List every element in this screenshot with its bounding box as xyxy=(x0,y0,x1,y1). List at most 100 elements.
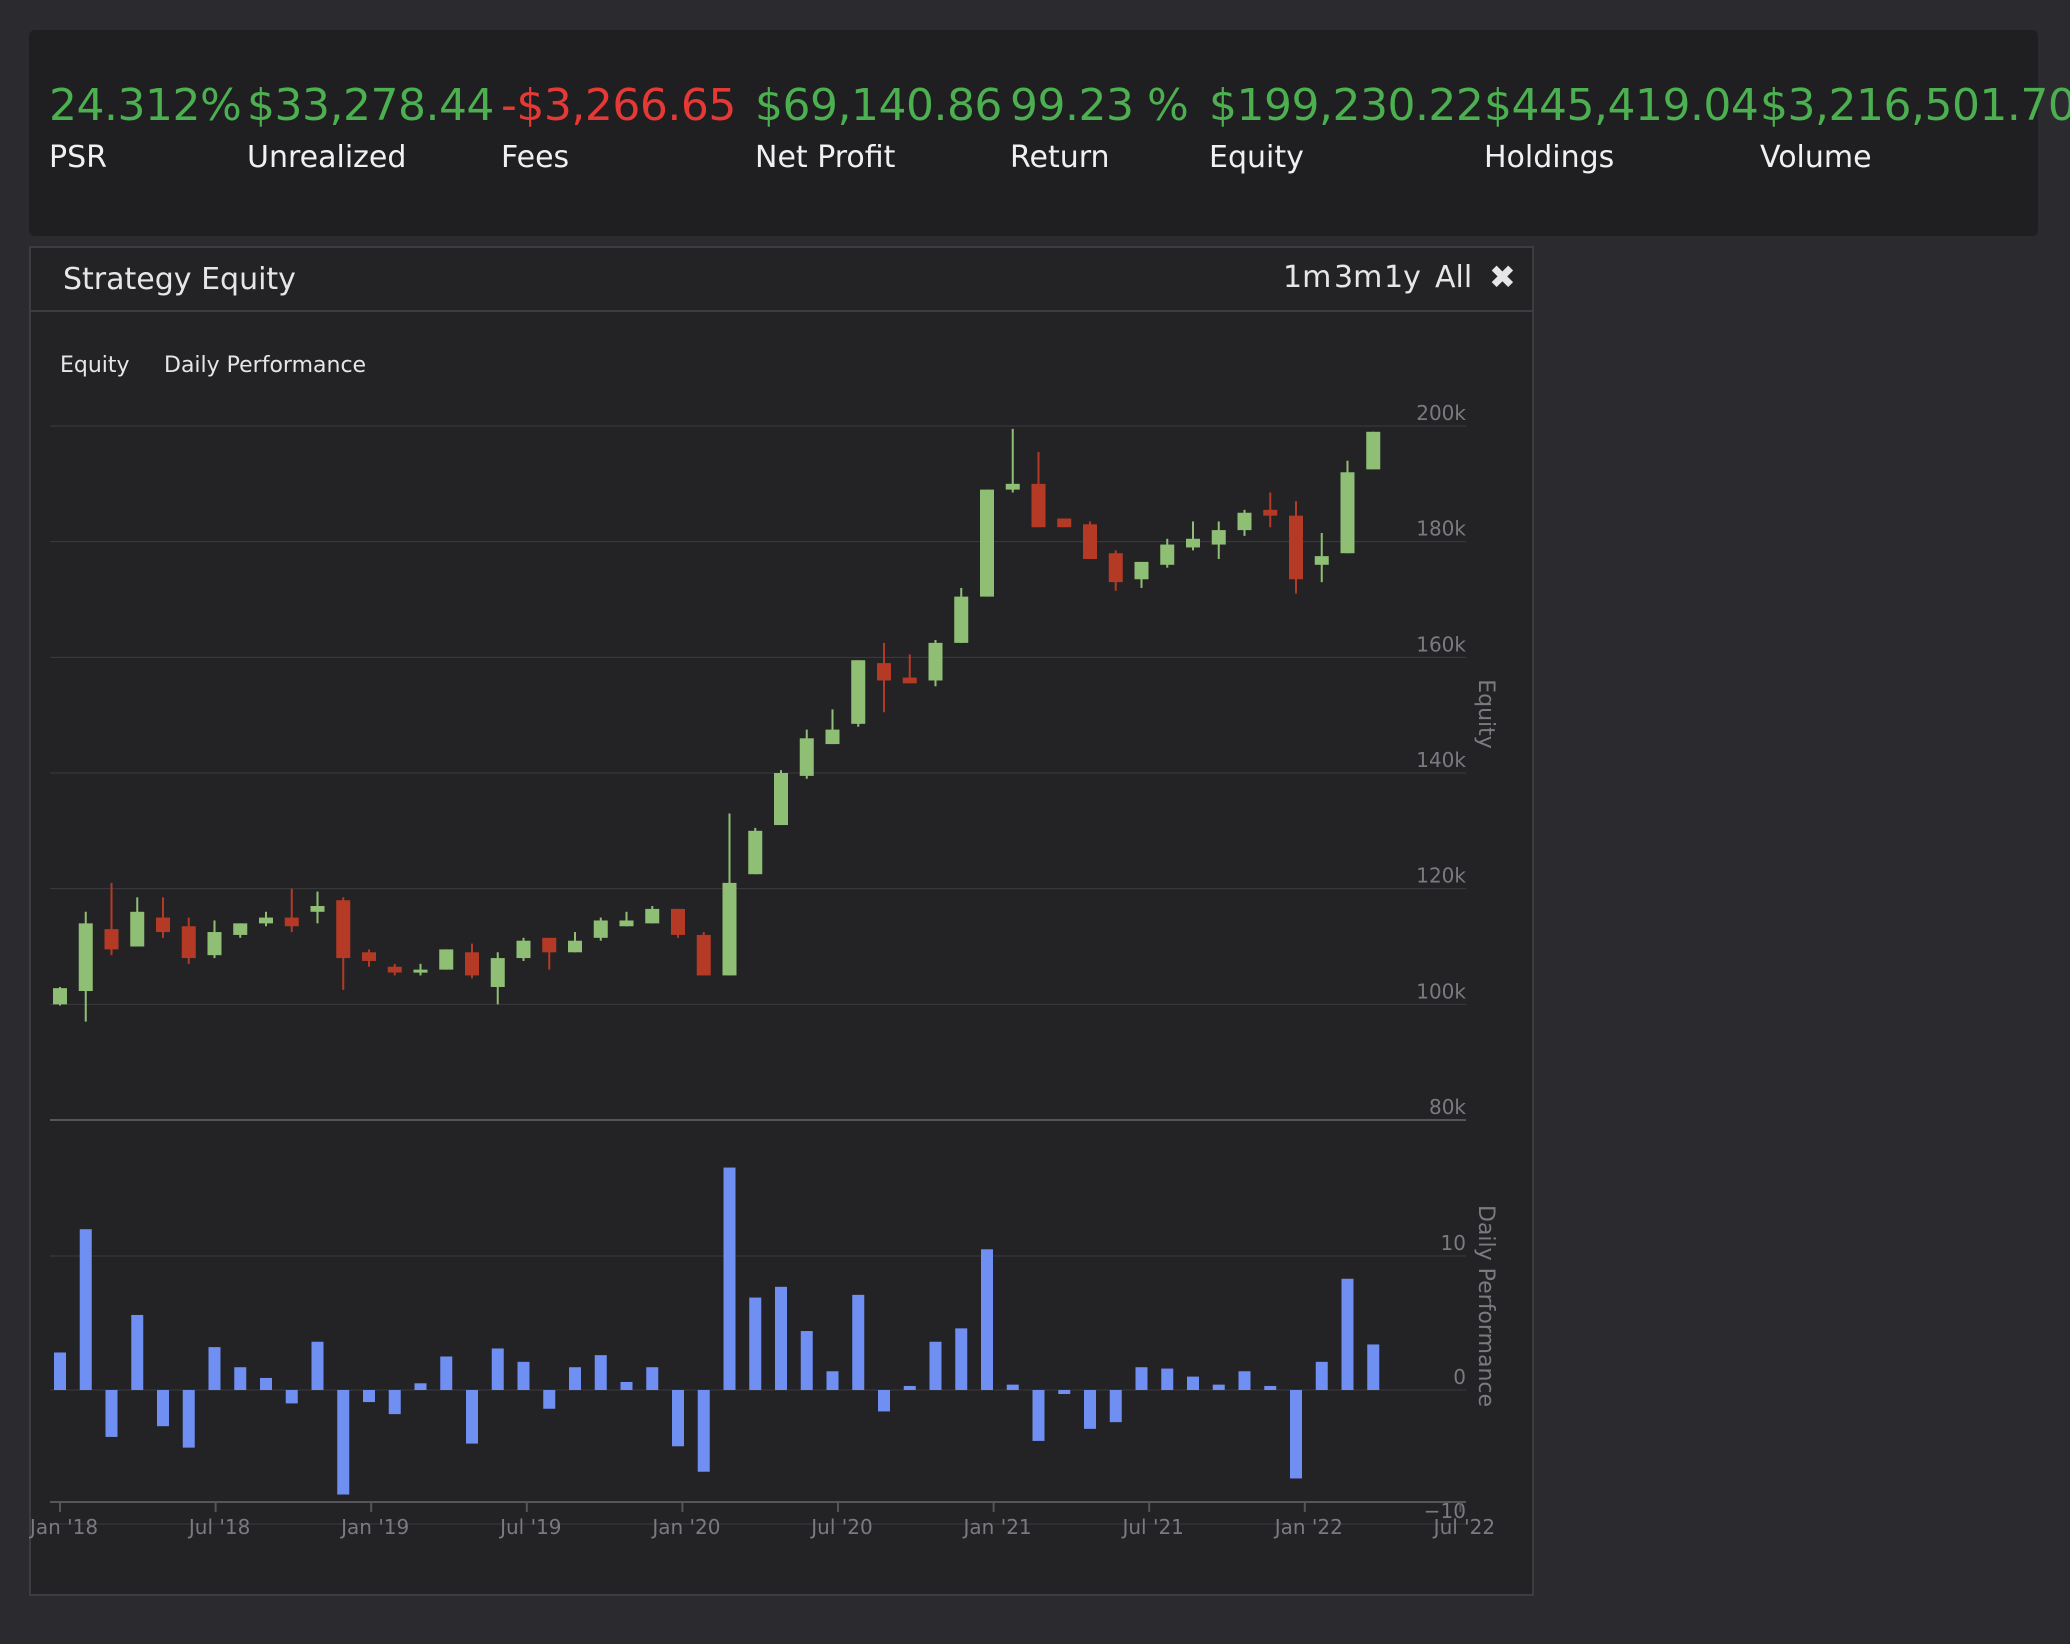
performance-bar[interactable] xyxy=(697,1390,710,1472)
performance-bar[interactable] xyxy=(620,1381,633,1390)
candle-body[interactable] xyxy=(1005,483,1020,490)
candle-body[interactable] xyxy=(902,677,917,684)
performance-bar[interactable] xyxy=(337,1390,350,1495)
performance-bar[interactable] xyxy=(234,1367,247,1390)
candle-body[interactable] xyxy=(439,949,454,970)
candle-body[interactable] xyxy=(1340,472,1355,554)
performance-bar[interactable] xyxy=(105,1390,118,1437)
performance-bar[interactable] xyxy=(1006,1384,1019,1390)
candle-body[interactable] xyxy=(104,929,119,950)
candle-body[interactable] xyxy=(542,937,557,953)
performance-bar[interactable] xyxy=(1032,1390,1045,1441)
performance-bar[interactable] xyxy=(388,1390,401,1415)
legend-daily-performance[interactable]: Daily Performance xyxy=(164,353,366,378)
candle-body[interactable] xyxy=(1108,553,1123,583)
performance-bar[interactable] xyxy=(1212,1384,1225,1390)
performance-bar[interactable] xyxy=(208,1347,221,1390)
performance-bar[interactable] xyxy=(1135,1367,1148,1390)
performance-bar[interactable] xyxy=(1238,1371,1251,1390)
candle-body[interactable] xyxy=(696,934,711,976)
performance-bar[interactable] xyxy=(285,1390,298,1404)
performance-bar[interactable] xyxy=(414,1383,427,1390)
performance-bar[interactable] xyxy=(1109,1390,1122,1423)
performance-bar[interactable] xyxy=(1084,1390,1096,1429)
candle-body[interactable] xyxy=(465,952,479,976)
performance-bar[interactable] xyxy=(852,1294,865,1390)
candle-body[interactable] xyxy=(1237,512,1252,531)
candle-body[interactable] xyxy=(259,917,273,924)
candle-body[interactable] xyxy=(1263,509,1278,516)
performance-bar[interactable] xyxy=(955,1328,968,1390)
performance-bar[interactable] xyxy=(157,1390,169,1427)
candle-body[interactable] xyxy=(181,926,196,959)
performance-bar[interactable] xyxy=(1187,1376,1199,1390)
performance-bar[interactable] xyxy=(1058,1390,1071,1395)
candle-body[interactable] xyxy=(825,729,840,745)
performance-bar[interactable] xyxy=(594,1355,607,1390)
performance-bar[interactable] xyxy=(1290,1390,1302,1479)
legend-equity[interactable]: Equity xyxy=(60,353,130,378)
performance-bar[interactable] xyxy=(775,1286,787,1390)
candle-body[interactable] xyxy=(877,663,891,681)
performance-bar[interactable] xyxy=(1315,1361,1328,1390)
performance-bar[interactable] xyxy=(749,1297,762,1390)
close-icon[interactable]: ✖ xyxy=(1489,258,1516,296)
performance-bar[interactable] xyxy=(260,1377,272,1390)
range-all-button[interactable]: All xyxy=(1435,260,1473,295)
candle-body[interactable] xyxy=(1314,556,1329,565)
candle-body[interactable] xyxy=(799,738,814,776)
performance-bar[interactable] xyxy=(569,1367,581,1390)
performance-bar[interactable] xyxy=(672,1390,684,1447)
candle-body[interactable] xyxy=(1289,515,1303,580)
performance-bar[interactable] xyxy=(1161,1368,1174,1390)
candle-body[interactable] xyxy=(1083,524,1097,560)
performance-bar[interactable] xyxy=(543,1390,556,1409)
candle-body[interactable] xyxy=(284,917,299,927)
performance-bar[interactable] xyxy=(929,1341,942,1390)
performance-bar[interactable] xyxy=(1264,1385,1277,1390)
performance-bar[interactable] xyxy=(723,1167,736,1390)
performance-bar[interactable] xyxy=(363,1390,375,1403)
candle-body[interactable] xyxy=(1211,530,1226,545)
candle-body[interactable] xyxy=(1186,538,1200,548)
performance-bar[interactable] xyxy=(466,1390,478,1444)
performance-bar[interactable] xyxy=(903,1385,916,1390)
performance-bar[interactable] xyxy=(182,1390,195,1448)
performance-bar[interactable] xyxy=(491,1348,504,1390)
performance-bar[interactable] xyxy=(517,1361,530,1390)
candle-body[interactable] xyxy=(954,596,969,643)
candle-body[interactable] xyxy=(387,966,402,973)
performance-bar[interactable] xyxy=(1341,1278,1354,1390)
range-1m-button[interactable]: 1m xyxy=(1283,260,1332,295)
candle-body[interactable] xyxy=(645,908,660,924)
candle-body[interactable] xyxy=(593,920,608,938)
candle-body[interactable] xyxy=(1057,518,1072,528)
candle-body[interactable] xyxy=(619,920,634,927)
candle-body[interactable] xyxy=(1366,431,1381,470)
candle-body[interactable] xyxy=(336,900,351,959)
candle-body[interactable] xyxy=(748,830,763,875)
performance-bar[interactable] xyxy=(79,1229,92,1390)
range-3m-button[interactable]: 3m xyxy=(1334,260,1383,295)
candle-body[interactable] xyxy=(980,489,994,597)
candle-body[interactable] xyxy=(1134,561,1149,580)
candle-body[interactable] xyxy=(722,882,737,976)
candle-body[interactable] xyxy=(207,932,222,956)
candle-body[interactable] xyxy=(233,923,248,935)
candle-body[interactable] xyxy=(362,952,376,961)
candle-body[interactable] xyxy=(928,642,943,681)
performance-bar[interactable] xyxy=(826,1371,839,1390)
candle-body[interactable] xyxy=(1031,483,1046,528)
performance-bar[interactable] xyxy=(131,1314,144,1390)
candle-body[interactable] xyxy=(516,940,531,959)
candle-body[interactable] xyxy=(413,969,428,973)
candle-body[interactable] xyxy=(78,923,93,992)
performance-bar[interactable] xyxy=(646,1367,659,1390)
performance-bar[interactable] xyxy=(311,1341,324,1390)
performance-bar[interactable] xyxy=(981,1249,993,1390)
candle-body[interactable] xyxy=(130,911,145,947)
candle-body[interactable] xyxy=(671,908,685,935)
candle-body[interactable] xyxy=(851,660,866,724)
candle-body[interactable] xyxy=(1160,544,1175,565)
performance-bar[interactable] xyxy=(440,1356,453,1391)
